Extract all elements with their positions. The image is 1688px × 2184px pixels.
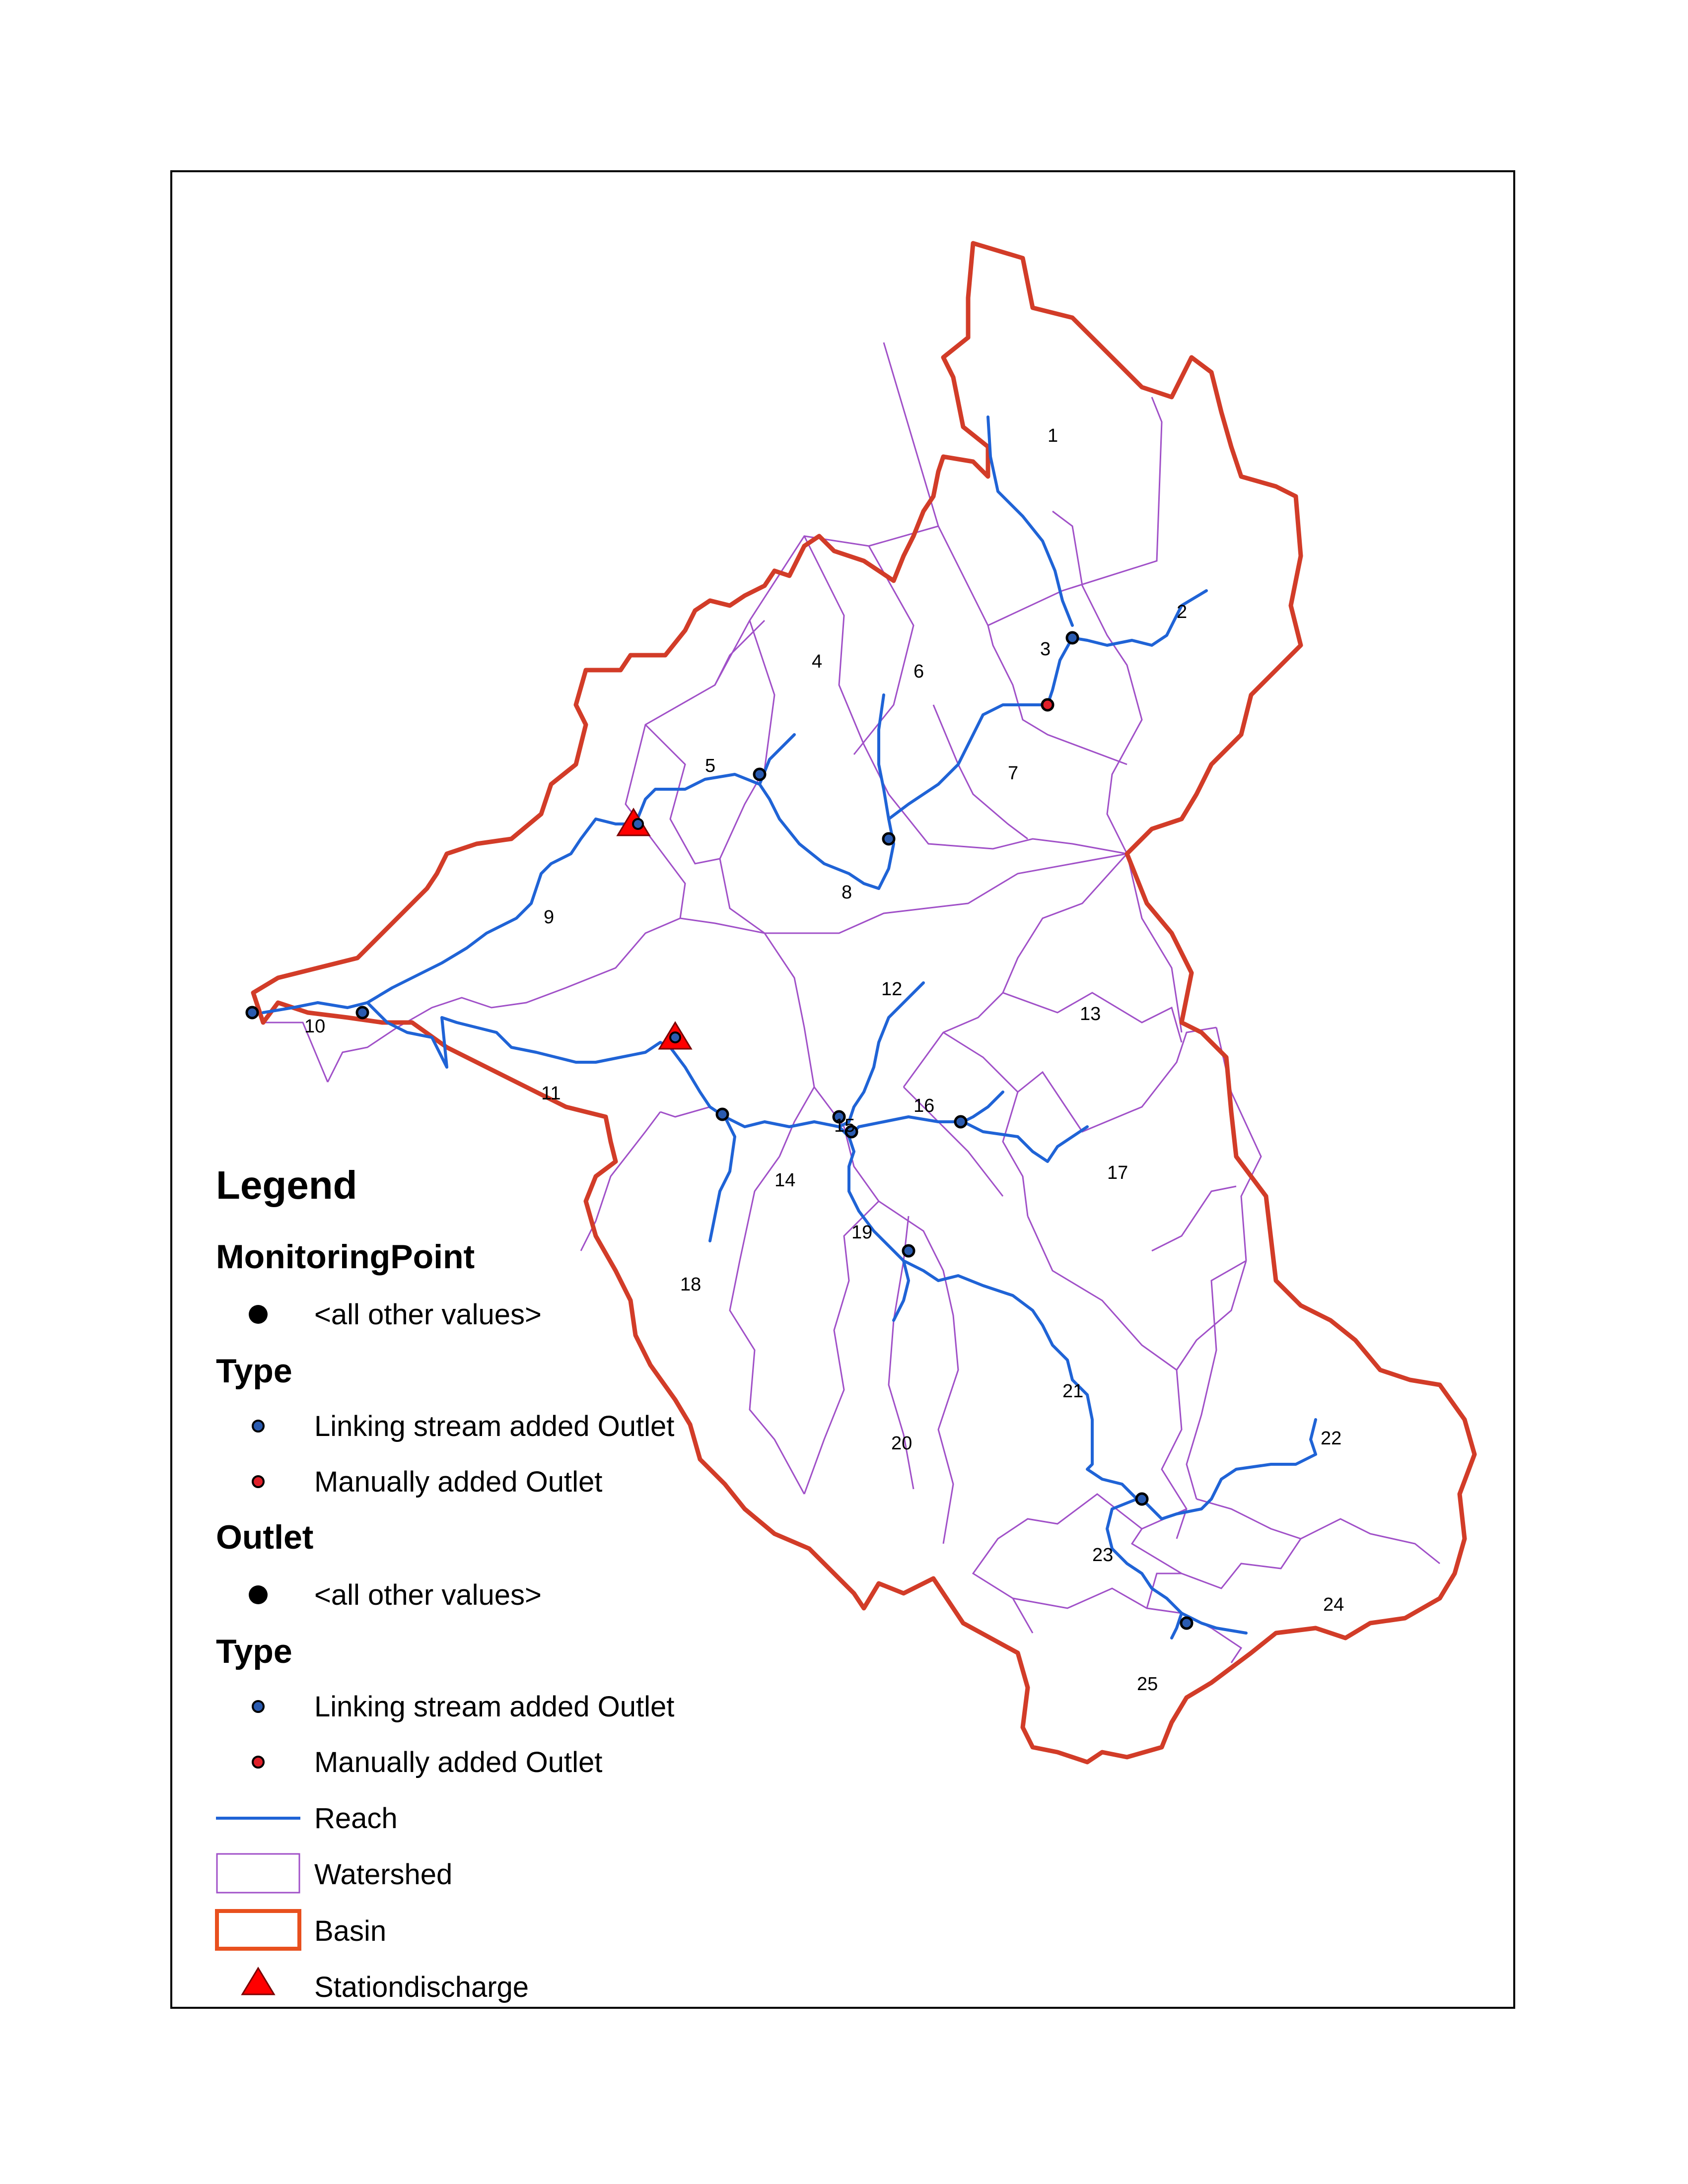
outlet-marker [355,1006,369,1020]
subbasin-label: 1 [1048,425,1058,446]
legend-outlet-manual: Manually added Outlet [314,1746,602,1778]
reaches [262,415,1317,1639]
outlet-marker [1135,1492,1149,1506]
subbasin-label: 12 [881,979,902,1000]
legend-outlet-all-other: <all other values> [314,1579,542,1611]
legend-monitoring-point-linking: Linking stream added Outlet [314,1410,674,1442]
subbasin-label: 11 [541,1083,561,1104]
subbasin-label: 3 [1040,639,1051,660]
outlet-marker [632,818,644,830]
legend-outlet-linking: Linking stream added Outlet [314,1691,674,1723]
subbasin-label: 13 [1080,1004,1101,1024]
linking-outlet-symbol-icon [252,1420,265,1433]
map-frame [170,170,1515,2009]
legend-reach: Reach [314,1802,398,1835]
subbasin-label: 22 [1321,1428,1341,1449]
subbasin-label: 20 [891,1433,912,1454]
subbasin-label: 24 [1323,1594,1344,1615]
legend-monitoring-point-type-header: Type [216,1352,292,1390]
legend: Legend MonitoringPoint <all other values… [215,1163,674,2003]
station-triangle-icon [241,1967,276,1995]
subbasin-label: 17 [1107,1162,1128,1183]
basin-symbol-icon [215,1909,301,1951]
subbasin-label: 16 [914,1095,934,1116]
subbasin-label: 15 [834,1115,855,1136]
legend-title: Legend [216,1163,357,1207]
legend-monitoring-point-all-other: <all other values> [314,1298,542,1331]
subbasin-label: 2 [1177,602,1187,622]
legend-outlet-type-header: Type [216,1633,292,1670]
subbasin-label: 7 [1008,763,1018,784]
manual-outlet-symbol-icon [252,1756,265,1769]
subbasin-label: 18 [680,1274,701,1295]
outlet-marker [832,1110,846,1124]
monitoring-point-symbol-icon [249,1305,268,1324]
outlet-marker [902,1244,915,1258]
subbasin-label: 14 [774,1170,795,1191]
legend-outlet-header: Outlet [216,1518,313,1556]
subbasin-label: 8 [842,882,852,903]
subbasin-label: 19 [851,1222,872,1243]
outlet-marker [715,1107,729,1121]
subbasin-label: 25 [1137,1674,1158,1695]
outlet-marker [1180,1616,1194,1630]
subbasin-label: 9 [544,907,554,928]
legend-station: Stationdischarge [314,1971,529,2003]
subbasin-labels: 1 2 3 4 5 6 7 8 9 10 11 12 13 14 15 16 1… [304,425,1344,1695]
outlet-marker [954,1115,968,1129]
linking-outlet-symbol-icon [252,1700,265,1713]
legend-monitoring-point-manual: Manually added Outlet [314,1466,602,1498]
manual-outlet-symbol-icon [252,1475,265,1488]
watershed-symbol-icon [216,1853,300,1894]
subbasin-label: 10 [304,1016,325,1037]
subbasin-label: 5 [705,755,715,776]
outlet-marker [882,832,896,846]
manual-outlet-marker [1041,698,1055,712]
outlet-marker [1065,631,1079,645]
discharge-stations [616,808,693,1050]
outlet-marker [753,767,767,781]
legend-watershed: Watershed [314,1858,452,1891]
outlet-marker [245,1006,259,1020]
legend-basin: Basin [314,1915,386,1947]
outlet-marker [844,1125,858,1139]
legend-monitoring-point-header: MonitoringPoint [216,1238,475,1276]
outlet-marker [669,1031,681,1043]
outlet-symbol-icon [249,1585,268,1604]
watershed-boundaries [263,342,1440,1663]
subbasin-label: 6 [914,661,924,682]
subbasin-label: 21 [1062,1381,1083,1402]
subbasin-label: 4 [812,651,822,672]
subbasin-label: 23 [1092,1545,1113,1566]
basin-outline [251,241,1477,1765]
